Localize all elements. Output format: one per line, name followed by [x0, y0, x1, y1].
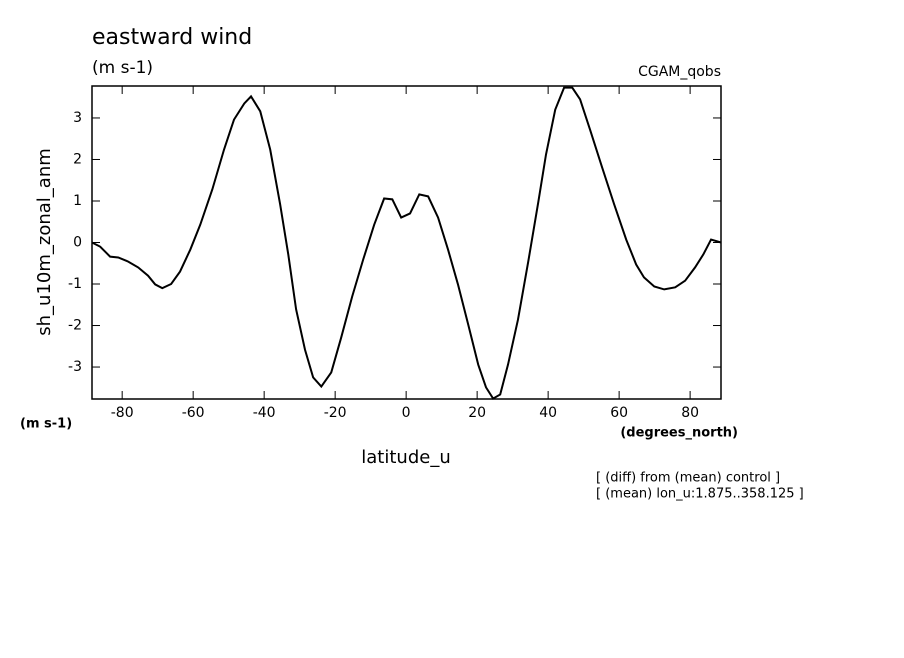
x-tick-label: 60	[610, 405, 628, 421]
y-tick-label: -3	[68, 359, 82, 375]
y-tick-label: -1	[68, 276, 82, 292]
y-tick-label: 0	[73, 235, 82, 251]
x-tick-label: 80	[681, 405, 699, 421]
x-units: (degrees_north)	[620, 426, 738, 441]
y-units: (m s-1)	[20, 417, 72, 432]
x-tick-label: 40	[539, 405, 557, 421]
y-tick-label: 2	[73, 151, 82, 167]
x-tick-label: -40	[253, 405, 276, 421]
x-tick-label: 20	[468, 405, 486, 421]
x-axis-label: latitude_u	[361, 447, 450, 468]
y-tick-label: 1	[73, 193, 82, 209]
data-line	[91, 86, 722, 400]
y-tick-label: -2	[68, 318, 82, 334]
dataset-label: CGAM_qobs	[638, 64, 721, 80]
chart-subtitle: (m s-1)	[92, 58, 153, 78]
y-tick-label: 3	[73, 110, 82, 126]
x-tick-label: -80	[111, 405, 134, 421]
x-tick-label: 0	[402, 405, 411, 421]
chart-title: eastward wind	[92, 25, 252, 50]
y-axis-label: sh_u10m_zonal_anm	[34, 148, 55, 336]
note: [ (mean) lon_u:1.875..358.125 ]	[596, 487, 804, 502]
x-tick-label: -20	[324, 405, 347, 421]
x-tick-label: -60	[182, 405, 205, 421]
note: [ (diff) from (mean) control ]	[596, 471, 780, 486]
